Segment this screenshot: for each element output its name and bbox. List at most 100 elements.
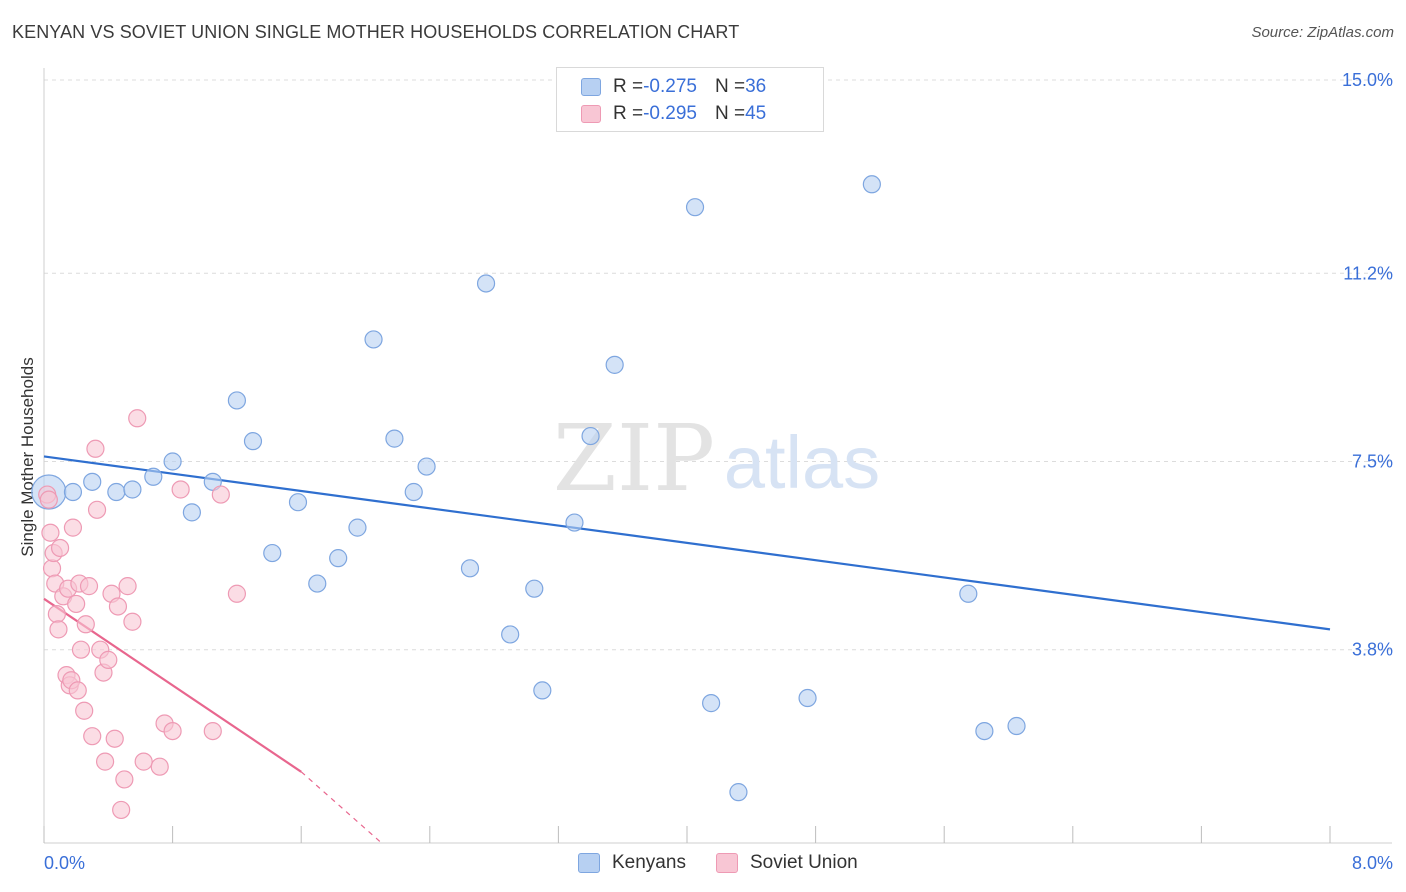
- kenyan-point: [63, 482, 83, 502]
- soviet-point: [42, 559, 62, 578]
- soviet-point: [50, 538, 70, 558]
- legend-item-kenyans: Kenyans: [578, 852, 686, 874]
- legend-n-value: 36: [745, 76, 767, 97]
- watermark: ZIP atlas: [553, 405, 880, 512]
- legend-n-label: N =: [714, 103, 746, 124]
- soviet-point: [150, 757, 169, 776]
- kenyan-point: [404, 482, 423, 502]
- kenyan-point: [243, 432, 263, 451]
- kenyan-point: [702, 694, 721, 713]
- soviet-swatch: [581, 105, 601, 123]
- soviet-point: [39, 490, 58, 509]
- kenyan-point: [729, 783, 748, 802]
- kenyan-point: [348, 518, 367, 537]
- kenyans-legend-label: Kenyans: [612, 852, 686, 873]
- soviet-point: [76, 615, 95, 634]
- soviet-point: [203, 721, 222, 741]
- soviet-point: [95, 752, 115, 771]
- soviet-point: [71, 640, 91, 659]
- soviet-point: [83, 727, 102, 746]
- kenyan-point: [959, 584, 978, 603]
- soviet-point: [123, 612, 142, 631]
- kenyan-point: [144, 467, 163, 486]
- y-tick-label: 11.2%: [1343, 263, 1393, 283]
- kenyan-point: [862, 175, 881, 194]
- soviet-point: [41, 523, 60, 542]
- kenyan-point: [533, 681, 552, 700]
- x-tick-label-max: 8.0%: [1352, 853, 1393, 873]
- soviet-point: [163, 721, 182, 741]
- soviet-point: [134, 752, 153, 771]
- soviet-point: [128, 409, 147, 428]
- soviet-point: [211, 485, 230, 504]
- soviet-point: [79, 577, 99, 596]
- watermark-zip: ZIP: [553, 405, 715, 512]
- soviet-point: [47, 604, 66, 624]
- watermark-atlas: atlas: [724, 421, 880, 504]
- kenyan-point: [525, 579, 544, 598]
- legend-row-soviet: R = -0.295 N = 45: [581, 102, 766, 126]
- kenyan-point: [460, 559, 480, 578]
- kenyan-point: [385, 429, 404, 448]
- soviet-point: [115, 770, 134, 789]
- chart-title: KENYAN VS SOVIET UNION SINGLE MOTHER HOU…: [12, 22, 740, 42]
- data-points: [31, 175, 1026, 820]
- soviet-point: [87, 500, 107, 519]
- x-tick-label-min: 0.0%: [44, 853, 85, 873]
- legend-r-value: -0.295: [643, 103, 697, 124]
- kenyan-point: [107, 482, 126, 502]
- kenyan-point: [263, 543, 282, 563]
- y-tick-label: 3.8%: [1352, 640, 1393, 660]
- kenyan-point: [581, 426, 600, 446]
- kenyan-point: [329, 549, 348, 568]
- soviet-point: [108, 597, 128, 616]
- soviet-legend-label: Soviet Union: [750, 852, 858, 873]
- soviet-point: [118, 577, 137, 596]
- kenyan-point: [163, 452, 182, 471]
- kenyan-point: [605, 355, 624, 374]
- kenyan-point: [227, 391, 246, 410]
- legend-n-label: N =: [714, 76, 746, 97]
- soviet-point: [171, 480, 190, 499]
- kenyan-point: [565, 513, 584, 532]
- kenyan-point: [476, 274, 496, 293]
- axes: [43, 68, 1392, 844]
- soviet-point: [227, 584, 246, 603]
- legend-item-soviet: Soviet Union: [716, 852, 858, 874]
- y-tick-label: 15.0%: [1342, 70, 1393, 90]
- legend-r-value: -0.275: [643, 76, 697, 97]
- soviet-trend-extension: [300, 771, 382, 844]
- kenyan-point: [364, 330, 383, 349]
- kenyan-point: [417, 457, 436, 476]
- kenyan-point: [975, 721, 994, 741]
- tick-labels: 3.8% 7.5% 11.2% 15.0% 0.0% 8.0%: [44, 70, 1393, 873]
- source-label: Source: ZipAtlas.com: [1251, 24, 1394, 41]
- soviet-point: [75, 701, 94, 720]
- y-tick-label: 7.5%: [1352, 452, 1393, 472]
- soviet-point: [105, 729, 124, 748]
- kenyan-point: [182, 503, 201, 522]
- kenyan-point: [83, 472, 102, 491]
- legend-r-label: R =: [613, 76, 644, 97]
- grid-lines: [44, 79, 1392, 651]
- kenyan-point: [501, 625, 520, 644]
- kenyan-point: [123, 480, 142, 499]
- kenyan-point: [288, 493, 308, 512]
- soviet-legend-swatch: [716, 853, 738, 873]
- stats-legend: R = -0.275 N = 36 R = -0.295 N = 45: [556, 67, 824, 132]
- soviet-point: [49, 620, 68, 639]
- legend-row-kenyans: R = -0.275 N = 36: [581, 75, 766, 99]
- kenyans-trend-line: [43, 455, 1331, 631]
- soviet-point: [63, 518, 83, 537]
- soviet-point: [67, 594, 86, 614]
- soviet-point: [112, 800, 131, 820]
- kenyan-point: [1007, 716, 1026, 736]
- kenyans-legend-swatch: [578, 853, 600, 873]
- kenyan-point: [308, 574, 327, 593]
- soviet-point: [99, 650, 118, 669]
- kenyan-point: [685, 198, 705, 217]
- legend-r-label: R =: [613, 103, 644, 124]
- soviet-point: [86, 439, 105, 458]
- kenyans-swatch: [581, 78, 601, 96]
